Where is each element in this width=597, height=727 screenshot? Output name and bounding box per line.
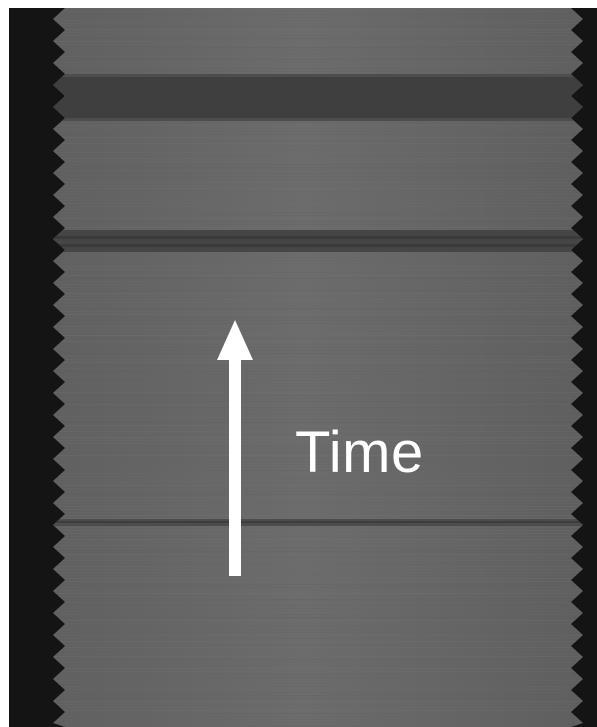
dark-band-2 (53, 230, 583, 252)
image-frame: Time (9, 8, 597, 727)
dark-band-1 (53, 74, 583, 120)
time-label: Time (295, 420, 424, 485)
kymograph-image (9, 8, 597, 727)
time-arrow (217, 320, 253, 576)
